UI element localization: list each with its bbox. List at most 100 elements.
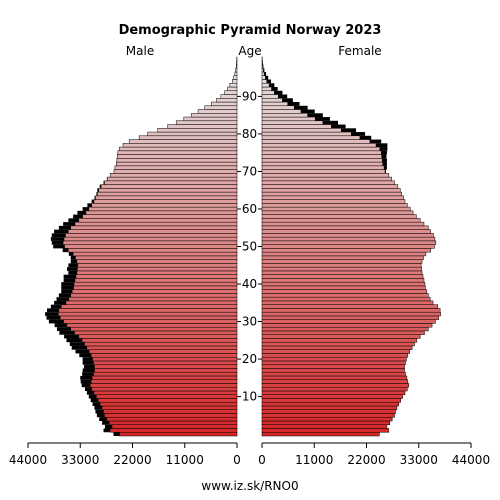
- male-excess-bar: [54, 323, 67, 328]
- male-excess-bar: [88, 394, 97, 399]
- chart-title: Demographic Pyramid Norway 2023: [119, 23, 382, 38]
- male-bar: [75, 274, 238, 279]
- female-excess-bar: [382, 162, 387, 166]
- male-bar: [70, 326, 238, 332]
- male-bar: [117, 154, 238, 159]
- male-bar: [147, 131, 238, 137]
- female-bar: [261, 300, 434, 305]
- female-bar: [261, 263, 422, 268]
- male-excess-bar: [82, 207, 89, 211]
- female-bar: [261, 413, 395, 418]
- female-bar: [261, 319, 436, 324]
- male-bar: [96, 394, 238, 399]
- female-bar: [261, 338, 418, 343]
- male-excess-bar: [77, 210, 86, 215]
- male-bar: [72, 251, 238, 257]
- male-excess-bar: [51, 240, 64, 245]
- female-bar: [261, 71, 265, 77]
- female-bar: [261, 83, 270, 88]
- female-bar: [261, 368, 405, 373]
- female-bar: [261, 206, 411, 212]
- male-bar: [117, 150, 238, 155]
- age-label: Age: [238, 44, 261, 58]
- female-bar: [261, 398, 401, 403]
- female-bar: [261, 116, 316, 122]
- female-bar: [261, 420, 391, 425]
- female-excess-bar: [376, 143, 388, 148]
- male-bar: [224, 90, 238, 95]
- female-bar: [261, 101, 288, 107]
- female-bar: [261, 128, 342, 133]
- male-bar: [82, 214, 238, 219]
- male-excess-bar: [81, 383, 91, 388]
- male-bar: [91, 375, 238, 380]
- female-bar: [261, 225, 429, 230]
- female-bars: [261, 56, 441, 437]
- age-tick-label: 80: [242, 127, 257, 141]
- male-bar: [204, 105, 238, 110]
- male-excess-bar: [59, 330, 75, 335]
- male-excess-bar: [70, 259, 77, 264]
- female-bar: [261, 199, 406, 204]
- male-excess-bar: [63, 222, 76, 226]
- female-bar: [261, 233, 434, 238]
- male-bar: [116, 161, 238, 167]
- source-label: www.iz.sk/RNO0: [201, 479, 298, 493]
- female-excess-bar: [384, 165, 387, 170]
- male-bar: [90, 353, 238, 358]
- female-bar: [261, 105, 295, 110]
- male-bar: [98, 398, 238, 403]
- male-bar: [220, 94, 238, 99]
- male-bar: [66, 323, 238, 328]
- male-excess-bar: [61, 285, 74, 290]
- female-bar: [261, 330, 425, 335]
- male-bar: [81, 338, 238, 343]
- male-x-tick-label: 33000: [61, 453, 99, 467]
- male-bar: [77, 263, 238, 268]
- female-bar: [261, 154, 382, 159]
- female-bar: [261, 409, 396, 414]
- age-axis: 10 20 30 40 50 60 70 80 90: [237, 89, 262, 404]
- male-bar: [103, 409, 238, 414]
- male-excess-bar: [96, 192, 98, 196]
- female-bar: [261, 165, 385, 170]
- female-x-tick-label: 33000: [400, 453, 438, 467]
- female-bar: [261, 98, 283, 103]
- male-bar: [101, 405, 238, 410]
- male-bar: [68, 248, 238, 253]
- male-bar: [211, 101, 238, 107]
- female-bar: [261, 278, 425, 283]
- male-excess-bar: [45, 312, 59, 316]
- female-bar: [261, 285, 426, 290]
- female-bar: [261, 255, 424, 260]
- male-excess-bar: [95, 409, 104, 414]
- female-excess-bar: [351, 132, 366, 136]
- female-excess-bar: [271, 87, 278, 91]
- female-excess-bar: [294, 105, 308, 110]
- age-tick-label: 70: [242, 164, 257, 178]
- female-excess-bar: [262, 64, 264, 69]
- female-bar: [261, 281, 426, 287]
- male-bar: [235, 64, 238, 69]
- male-bar: [99, 401, 238, 407]
- male-x-tick-label: 22000: [113, 453, 151, 467]
- male-bar: [61, 304, 238, 309]
- female-bar: [261, 270, 423, 275]
- male-bar: [234, 71, 238, 77]
- female-bar: [261, 218, 421, 223]
- age-tick-label: 90: [242, 89, 257, 103]
- male-bar: [92, 356, 238, 362]
- male-bar: [71, 289, 238, 294]
- male-bar: [114, 165, 238, 170]
- male-excess-bar: [51, 233, 66, 238]
- male-excess-bar: [61, 282, 75, 286]
- male-excess-bar: [61, 289, 73, 294]
- age-tick-label: 50: [242, 240, 257, 254]
- male-bar: [229, 83, 238, 88]
- male-bar: [109, 173, 238, 178]
- male-bar: [94, 368, 238, 373]
- male-excess-bar: [66, 338, 83, 343]
- male-bars: [45, 56, 238, 437]
- male-bar: [89, 383, 238, 388]
